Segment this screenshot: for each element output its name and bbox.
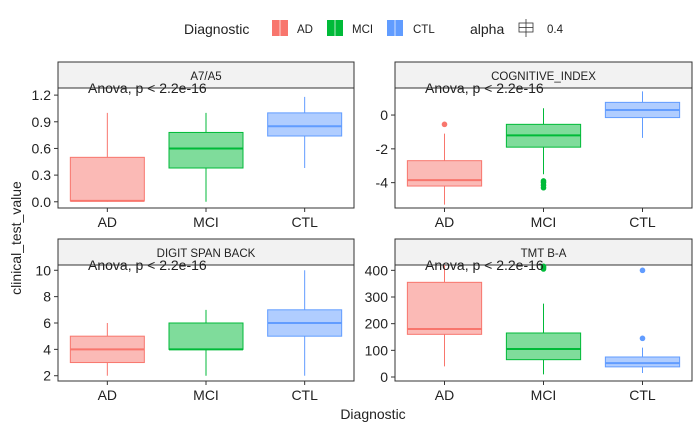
x-tick-label: AD	[435, 387, 454, 403]
y-tick-label: 1.2	[32, 87, 52, 103]
x-tick-label: CTL	[291, 214, 318, 230]
box-iqr	[604, 356, 681, 368]
legend-label-ctl: CTL	[413, 24, 435, 36]
x-tick-label: CTL	[629, 214, 656, 230]
y-tick-label: 0	[380, 107, 388, 123]
facet-strip-title: DIGIT SPAN BACK	[157, 248, 256, 260]
y-tick-label: 400	[365, 262, 389, 278]
outlier-point	[540, 263, 547, 270]
box-ad	[406, 121, 483, 205]
legend: Diagnostic AD MCI CTL alpha 0.4	[184, 19, 564, 37]
facet-panel-digit-span-back: DIGIT SPAN BACK 2 4 6 8 10 AD MCI CTL Anova, p < …	[35, 238, 355, 403]
y-tick-label: 0.6	[32, 140, 52, 156]
box-ctl	[267, 96, 343, 168]
x-tick-label: CTL	[291, 387, 318, 403]
y-tick-label: 6	[43, 315, 51, 331]
facet-strip	[394, 61, 693, 89]
legend-title: Diagnostic	[184, 21, 249, 37]
x-tick-label: MCI	[531, 387, 557, 403]
box-mci	[168, 112, 244, 202]
legend-alpha-value: 0.4	[547, 24, 564, 36]
facet-strip	[57, 61, 355, 89]
box-ctl	[267, 270, 343, 376]
outlier-point	[441, 121, 448, 128]
box-ad	[406, 265, 483, 367]
box-iqr	[406, 281, 483, 335]
box-ctl	[604, 91, 681, 138]
box-mci	[505, 108, 582, 191]
box-mci	[168, 309, 244, 376]
box-iqr	[168, 322, 244, 350]
box-mci	[505, 263, 582, 375]
facet-strip-title: TMT B-A	[521, 248, 567, 260]
legend-alpha-title: alpha	[470, 21, 504, 37]
anova-annotation: Anova, p < 2.2e-16	[88, 80, 207, 96]
facet-strip-title: COGNITIVE_INDEX	[491, 71, 596, 83]
x-tick-label: MCI	[531, 214, 557, 230]
box-iqr	[505, 332, 582, 361]
outlier-point	[639, 267, 646, 274]
box-iqr	[168, 131, 244, 169]
x-axis-title: Diagnostic	[340, 406, 405, 422]
anova-annotation: Anova, p < 2.2e-16	[425, 257, 544, 273]
y-tick-label: 300	[365, 289, 389, 305]
facet-panel-a7-a5: A7/A5 0.0 0.3 0.6 0.9 1.2 AD MCI CTL Anova, p < 2…	[32, 61, 355, 230]
box-iqr	[69, 156, 145, 202]
y-tick-label: 0.0	[32, 194, 52, 210]
facet-panel-cognitive-index: COGNITIVE_INDEX -4 -2 0 AD MCI CTL Anova, p < 2…	[376, 61, 693, 230]
y-tick-label: 4	[43, 341, 51, 357]
y-tick-label: 100	[365, 342, 389, 358]
legend-key-ctl	[387, 20, 403, 36]
y-tick-label: 200	[365, 316, 389, 332]
y-tick-label: 0.9	[32, 114, 52, 130]
y-tick-label: -4	[376, 175, 389, 191]
x-tick-label: AD	[435, 214, 454, 230]
x-tick-label: CTL	[629, 387, 656, 403]
facet-panels: A7/A5 0.0 0.3 0.6 0.9 1.2 AD MCI CTL Anova, p < 2…	[32, 61, 693, 403]
x-tick-label: AD	[98, 214, 117, 230]
y-axis-title: clinical_test_value	[8, 181, 24, 295]
x-tick-label: MCI	[193, 214, 219, 230]
box-ad	[69, 112, 145, 202]
x-tick-label: MCI	[193, 387, 219, 403]
legend-key-ad	[272, 20, 288, 36]
facet-strip	[394, 238, 693, 266]
y-tick-label: 0.3	[32, 167, 52, 183]
legend-label-ad: AD	[297, 24, 313, 36]
box-iqr	[267, 112, 343, 137]
facet-strip	[57, 238, 355, 266]
y-tick-label: 0	[380, 369, 388, 385]
outlier-point	[639, 335, 646, 342]
anova-annotation: Anova, p < 2.2e-16	[425, 80, 544, 96]
anova-annotation: Anova, p < 2.2e-16	[88, 257, 207, 273]
y-tick-label: 2	[43, 368, 51, 384]
y-tick-label: 8	[43, 289, 51, 305]
facet-strip-title: A7/A5	[190, 71, 221, 83]
y-tick-label: 10	[35, 262, 51, 278]
box-ad	[69, 323, 145, 376]
box-ctl	[604, 267, 681, 373]
legend-alpha-key-icon	[518, 19, 534, 37]
legend-key-mci	[327, 20, 343, 36]
legend-label-mci: MCI	[352, 24, 373, 36]
box-iqr	[406, 160, 483, 187]
x-tick-label: AD	[98, 387, 117, 403]
outlier-point	[540, 184, 547, 191]
y-tick-label: -2	[376, 141, 389, 157]
facet-panel-tmt-b-a: TMT B-A 0 100 200 300 400 AD MCI CTL Anova, p < 2…	[365, 238, 693, 403]
